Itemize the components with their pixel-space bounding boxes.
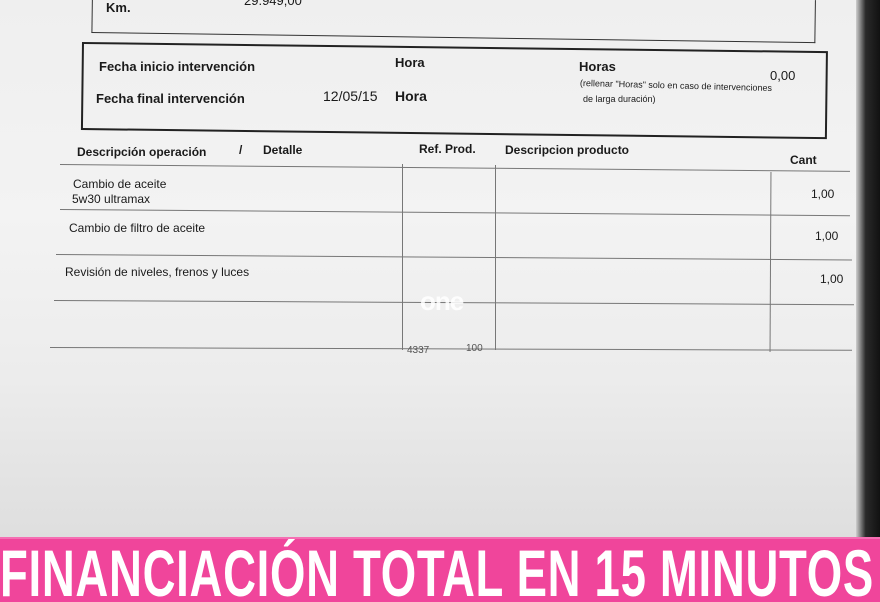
end-date-label: Fecha final intervención: [96, 91, 245, 106]
row-1-operation: Cambio de aceite: [73, 177, 167, 191]
watermark-logo: one: [420, 286, 464, 316]
end-hour-label: Hora: [395, 88, 427, 104]
hours-note-line2: de larga duración): [583, 94, 656, 104]
header-product: Descripcion producto: [505, 143, 630, 157]
hours-value: 0,00: [770, 68, 796, 83]
promo-banner: FINANCIACIÓN TOTAL EN 15 MINUTOS: [0, 537, 880, 602]
document-page: Km. 29.949,00 Fecha inicio intervención …: [0, 0, 858, 540]
row-3-operation: Revisión de niveles, frenos y luces: [65, 265, 250, 279]
header-detail: Detalle: [263, 143, 303, 157]
hours-label: Horas: [579, 59, 616, 74]
km-label: Km.: [106, 0, 131, 15]
table-rule: [55, 254, 852, 261]
table-rule: [59, 164, 850, 172]
row-2-operation: Cambio de filtro de aceite: [69, 221, 206, 235]
table-column-line: [495, 165, 496, 350]
table-rule: [59, 209, 850, 217]
header-ref: Ref. Prod.: [419, 142, 476, 156]
header-qty: Cant: [790, 153, 817, 167]
promo-banner-text: FINANCIACIÓN TOTAL EN 15 MINUTOS: [0, 537, 874, 602]
page-edge-shadow: [856, 0, 880, 540]
footer-code-1: 4337: [407, 345, 430, 356]
table-column-line: [402, 164, 403, 350]
row-1-qty: 1,00: [811, 187, 835, 201]
start-hour-label: Hora: [395, 55, 425, 70]
header-separator: /: [239, 143, 243, 157]
table-column-line: [769, 171, 772, 353]
table-rule: [49, 347, 852, 351]
header-operation: Descripción operación: [77, 145, 207, 159]
row-3-qty: 1,00: [820, 272, 844, 286]
footer-code-2: 100: [466, 343, 483, 354]
row-2-qty: 1,00: [815, 229, 839, 243]
row-1-detail: 5w30 ultramax: [72, 192, 151, 206]
end-date-value: 12/05/15: [323, 88, 378, 104]
km-value: 29.949,00: [244, 0, 302, 8]
vehicle-box: [91, 0, 816, 44]
start-date-label: Fecha inicio intervención: [99, 59, 256, 74]
